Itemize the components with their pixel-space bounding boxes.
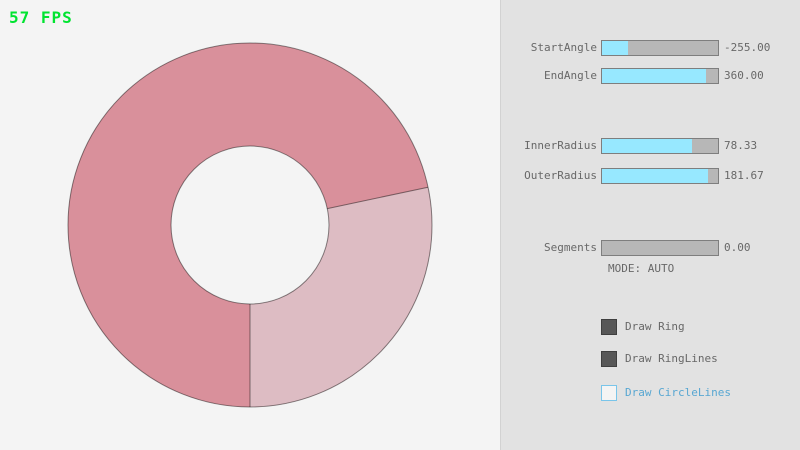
slider-row-end-angle: EndAngle 360.00: [501, 68, 764, 84]
outer-radius-slider[interactable]: [601, 168, 719, 184]
checkbox-row-draw-circlelines: Draw CircleLines: [601, 384, 731, 402]
ring-outer-line: [67, 42, 433, 408]
outer-radius-slider-fill: [602, 169, 708, 183]
draw-ring-checkbox[interactable]: [601, 319, 617, 335]
draw-ring-label: Draw Ring: [625, 320, 685, 333]
inner-radius-value: 78.33: [724, 139, 758, 152]
slider-row-outer-radius: OuterRadius 181.67: [501, 168, 764, 184]
draw-ringlines-checkbox[interactable]: [601, 351, 617, 367]
ring-light-sector: [250, 187, 432, 407]
segments-label: Segments: [544, 241, 597, 254]
ring-inner-line: [170, 145, 330, 305]
end-angle-slider-fill: [602, 69, 707, 83]
end-angle-slider[interactable]: [601, 68, 719, 84]
start-angle-slider-fill: [602, 41, 628, 55]
inner-radius-slider-fill: [602, 139, 693, 153]
outer-radius-value: 181.67: [724, 169, 764, 182]
slider-row-segments: Segments 0.00: [501, 240, 751, 256]
end-angle-label: EndAngle: [544, 69, 597, 82]
draw-circlelines-label: Draw CircleLines: [625, 386, 731, 399]
outer-radius-label: OuterRadius: [524, 169, 597, 182]
start-angle-value: -255.00: [724, 41, 771, 54]
inner-radius-slider[interactable]: [601, 138, 719, 154]
checkbox-row-draw-ring: Draw Ring: [601, 318, 685, 336]
inner-radius-label: InnerRadius: [524, 139, 597, 152]
start-angle-label: StartAngle: [530, 41, 597, 54]
slider-row-start-angle: StartAngle -255.00: [501, 40, 770, 56]
end-angle-value: 360.00: [724, 69, 764, 82]
segments-value: 0.00: [724, 241, 751, 254]
ring-graphic: [67, 42, 433, 408]
ring-sector-line-right: [327, 186, 429, 210]
slider-row-inner-radius: InnerRadius 78.33: [501, 138, 757, 154]
start-angle-slider[interactable]: [601, 40, 719, 56]
segments-slider[interactable]: [601, 240, 719, 256]
checkbox-row-draw-ringlines: Draw RingLines: [601, 350, 718, 368]
draw-circlelines-checkbox[interactable]: [601, 385, 617, 401]
mode-auto-text: MODE: AUTO: [608, 262, 675, 275]
control-panel: StartAngle -255.00 EndAngle 360.00 Inner…: [500, 0, 800, 450]
ring-canvas: [67, 42, 433, 408]
fps-counter: 57 FPS: [9, 8, 73, 27]
draw-ringlines-label: Draw RingLines: [625, 352, 718, 365]
